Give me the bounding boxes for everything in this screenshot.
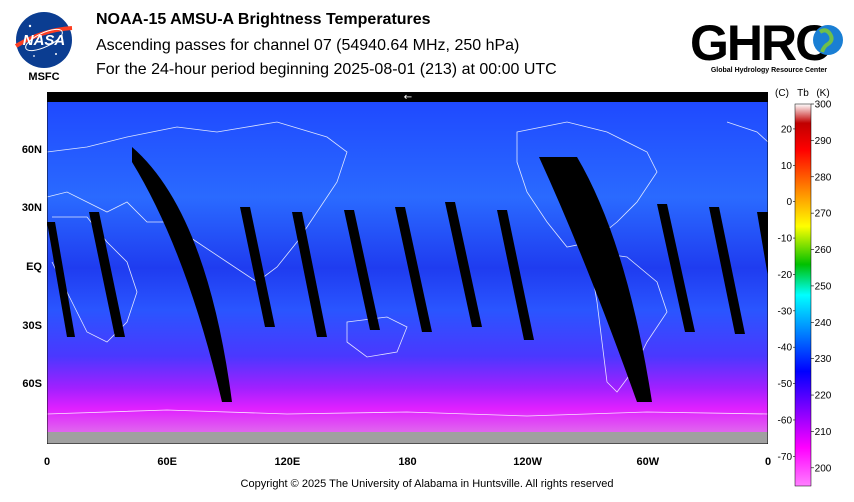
- colorbar-kelvin-header: (K): [816, 88, 829, 99]
- copyright: Copyright © 2025 The University of Alaba…: [240, 478, 614, 490]
- colorbar-kelvin-label: 250: [815, 281, 832, 292]
- date-line-arrow: ←: [404, 92, 412, 103]
- colorbar-celsius-label: -70: [778, 452, 793, 463]
- temperature-field: [47, 92, 768, 444]
- orbit-gaps: [47, 147, 768, 402]
- orbit-gap: [497, 210, 534, 340]
- colorbar-celsius-header: (C): [775, 88, 789, 99]
- y-tick-label: 60S: [22, 378, 42, 391]
- y-tick-label: 30N: [21, 202, 42, 215]
- colorbar-celsius-label: 10: [781, 161, 793, 172]
- brightness-temperature-map: ←: [47, 92, 768, 444]
- y-tick-label: EQ: [26, 261, 42, 273]
- no-data-band-north: [47, 92, 768, 102]
- colorbar-celsius-label: -10: [778, 234, 793, 245]
- colorbar-kelvin-label: 220: [815, 391, 832, 402]
- colorbar-kelvin-label: 260: [815, 245, 832, 256]
- nasa-msfc-logo: NASA MSFC: [14, 12, 73, 83]
- ghrc-caption: Global Hydrology Resource Center: [711, 67, 828, 74]
- nasa-text: NASA: [23, 32, 66, 49]
- colorbar-celsius-label: -50: [778, 379, 793, 390]
- ghrc-text: GHRC: [690, 15, 830, 71]
- orbit-gap: [47, 222, 75, 337]
- coastlines: [47, 121, 768, 417]
- orbit-gap: [344, 210, 380, 330]
- orbit-gap: [395, 207, 432, 332]
- x-tick-label: 120E: [274, 456, 301, 468]
- colorbar-ramp: [794, 103, 812, 487]
- orbit-gap: [709, 207, 745, 334]
- x-tick-label: 0: [43, 456, 51, 468]
- colorbar-kelvin-label: 230: [815, 354, 832, 365]
- no-data-band-south: [47, 432, 768, 444]
- orbit-gap: [657, 204, 695, 332]
- colorbar-kelvin-label: 200: [815, 463, 832, 474]
- nasa-chevron: [14, 26, 73, 48]
- x-tick-label: 60E: [157, 456, 177, 468]
- orbit-gap: [132, 147, 232, 402]
- orbit-gap: [539, 157, 652, 402]
- colorbar-kelvin-label: 300: [815, 100, 832, 111]
- colorbar-celsius-label: 20: [781, 124, 793, 135]
- chart-subtitle: Ascending passes for channel 07 (54940.6…: [96, 37, 520, 54]
- colorbar-kelvin-label: 270: [815, 209, 832, 220]
- colorbar-celsius-label: -40: [778, 343, 793, 354]
- orbit-gap: [89, 212, 125, 337]
- y-tick-label: 30S: [22, 319, 42, 332]
- x-tick-label: 120W: [513, 456, 543, 468]
- colorbar-celsius-label: -20: [778, 270, 793, 281]
- chart-title: NOAA-15 AMSU-A Brightness Temperatures: [96, 11, 431, 28]
- orbit-gap: [445, 202, 482, 327]
- y-tick-label: 60N: [21, 143, 42, 156]
- period-label: For the 24-hour period beginning 2025-08…: [96, 61, 557, 78]
- x-tick-label: 180: [398, 456, 417, 468]
- colorbar-kelvin-label: 240: [815, 318, 832, 329]
- orbit-gap: [757, 212, 768, 277]
- colorbar-celsius-label: 0: [786, 197, 792, 208]
- msfc-text: MSFC: [28, 71, 59, 83]
- colorbar-celsius-label: -30: [778, 306, 793, 317]
- colorbar-celsius-label: -60: [778, 415, 793, 426]
- colorbar-kelvin-label: 210: [815, 427, 832, 438]
- colorbar-kelvin-label: 290: [815, 136, 832, 147]
- x-tick-label: 60W: [636, 456, 660, 468]
- ghrc-logo: GHRC Global Hydrology Resource Center: [690, 15, 843, 74]
- colorbar-tb-header: Tb: [797, 88, 809, 99]
- colorbar-kelvin-label: 280: [815, 172, 832, 183]
- colorbar: (C) Tb (K) 300 290 280 270 260 250 240 230 220 21…: [775, 88, 832, 487]
- orbit-gap: [292, 212, 327, 337]
- orbit-gap: [240, 207, 275, 327]
- x-tick-label: 0: [764, 456, 772, 468]
